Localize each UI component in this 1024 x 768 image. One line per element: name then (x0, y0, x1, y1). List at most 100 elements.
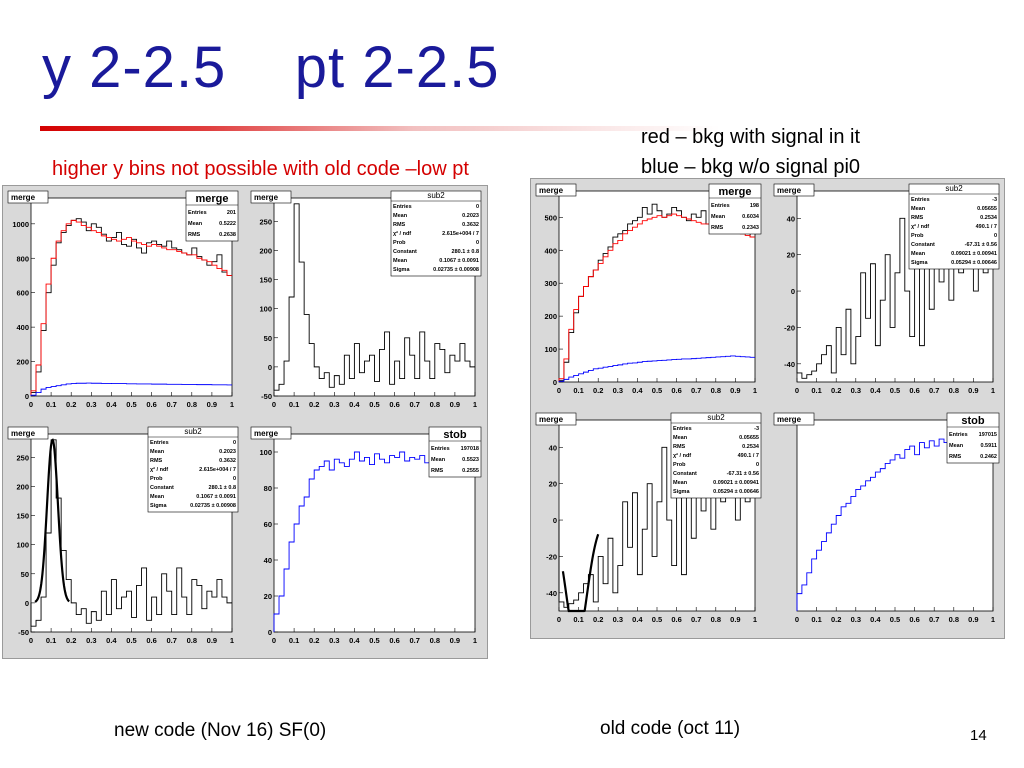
x-tick-label: 0.5 (890, 615, 900, 624)
x-tick-label: 0.2 (831, 615, 841, 624)
y-tick-label: -50 (261, 392, 272, 401)
y-tick-label: 0 (553, 378, 557, 387)
y-tick-label: 250 (259, 217, 272, 226)
stats-box (147, 426, 239, 513)
stat-name: Prob (393, 240, 406, 246)
x-tick-label: 0.9 (730, 386, 740, 395)
stat-value: -67.31 ± 0.56 (965, 242, 997, 248)
stats-box (708, 183, 762, 235)
x-tick-label: 0.6 (671, 386, 681, 395)
x-tick-label: 0.8 (187, 400, 197, 409)
x-tick-label: 0.1 (811, 615, 821, 624)
stat-name: Sigma (911, 260, 928, 266)
y-tick-label: 500 (544, 213, 557, 222)
stat-value: 0.09021 ± 0.00941 (713, 480, 759, 486)
stat-name: RMS (949, 454, 962, 460)
x-tick-label: 0.8 (430, 636, 440, 645)
stats-box (390, 190, 482, 277)
stats-title: merge (195, 193, 228, 205)
x-tick-label: 0.7 (409, 400, 419, 409)
series-blue-2 (558, 355, 755, 382)
x-tick-label: 0.5 (652, 386, 662, 395)
x-tick-label: 0 (272, 636, 276, 645)
x-tick-label: 0.2 (593, 615, 603, 624)
x-tick-label: 0 (29, 400, 33, 409)
stat-name: Mean (150, 494, 165, 500)
stat-name: RMS (150, 458, 163, 464)
pad-label-box (250, 190, 292, 204)
x-tick-label: 0.6 (389, 636, 399, 645)
x-tick-label: 0.9 (450, 636, 460, 645)
x-tick-label: 0.6 (389, 400, 399, 409)
pad-label-box (773, 183, 815, 197)
stats-title: sub2 (707, 413, 725, 422)
x-tick-label: 0.7 (691, 386, 701, 395)
x-tick-label: 0.5 (652, 615, 662, 624)
x-tick-label: 1 (230, 636, 234, 645)
stats-title: sub2 (427, 191, 445, 200)
x-tick-label: 0.7 (929, 386, 939, 395)
stat-value: 0.2534 (980, 215, 998, 221)
stat-value: 0.02735 ± 0.00908 (190, 503, 236, 509)
stat-value: 0.05655 (739, 435, 759, 441)
y-tick-label: 600 (16, 289, 29, 298)
stat-value: 0.2534 (742, 444, 760, 450)
title-rule (40, 126, 720, 131)
series-blue-2 (30, 382, 232, 396)
y-tick-label: 0 (553, 516, 557, 525)
pad-label-box (535, 183, 577, 197)
stat-name: Entries (431, 446, 450, 452)
x-tick-label: 0.4 (632, 615, 643, 624)
stats-title: merge (718, 186, 751, 198)
stat-name: Entries (711, 203, 730, 209)
x-tick-label: 0.9 (730, 615, 740, 624)
stat-name: Mean (711, 214, 726, 220)
stat-value: 0.02735 ± 0.00908 (433, 267, 479, 273)
y-tick-label: 200 (544, 312, 557, 321)
stat-value: -67.31 ± 0.56 (727, 471, 759, 477)
stat-value: 0.5911 (980, 443, 997, 449)
x-tick-label: 0.7 (691, 615, 701, 624)
x-tick-label: 0.8 (711, 615, 721, 624)
stat-value: 198 (750, 203, 759, 209)
stat-value: 0.6034 (742, 214, 760, 220)
x-tick-label: 1 (230, 400, 234, 409)
x-tick-label: 0.4 (870, 386, 881, 395)
y-tick-label: 20 (787, 251, 795, 260)
y-tick-label: 200 (259, 246, 272, 255)
stat-value: 0.2638 (219, 232, 236, 238)
stat-value: -3 (992, 197, 997, 203)
x-tick-label: 0.2 (66, 636, 76, 645)
stat-value: 0 (233, 440, 236, 446)
stat-name: Entries (188, 210, 207, 216)
pad-label: merge (539, 415, 564, 424)
stat-name: RMS (673, 444, 686, 450)
x-tick-label: 1 (991, 386, 995, 395)
x-tick-label: 0.1 (289, 400, 299, 409)
page-number: 14 (970, 727, 987, 744)
stat-value: 0.2343 (742, 225, 759, 231)
pad-label: merge (777, 186, 802, 195)
y-tick-label: 300 (544, 279, 557, 288)
stat-name: Mean (150, 449, 165, 455)
x-tick-label: 0.1 (573, 615, 583, 624)
x-tick-label: 0.3 (329, 636, 339, 645)
stat-name: Mean (911, 251, 926, 257)
y-tick-label: 100 (16, 541, 29, 550)
stat-name: Mean (949, 443, 964, 449)
slide-title: y 2-2.5 pt 2-2.5 (42, 35, 500, 100)
caption-new-code: new code (Nov 16) SF(0) (114, 720, 327, 741)
x-tick-label: 0.3 (86, 400, 96, 409)
x-tick-label: 0.9 (450, 400, 460, 409)
stat-value: 0 (994, 233, 997, 239)
stat-name: Sigma (673, 489, 690, 495)
y-tick-label: 1000 (12, 220, 29, 229)
series-black-1 (34, 438, 70, 603)
new-code-canvas: 0 0.1 0.2 0.3 0.4 0.5 0.6 0.7 0.8 0.9 102004006008… (5, 188, 485, 654)
stat-name: Constant (393, 249, 417, 255)
stat-name: χ² / ndf (673, 452, 691, 459)
y-tick-label: 0 (25, 599, 29, 608)
x-tick-label: 0.1 (46, 636, 56, 645)
x-tick-label: 1 (991, 615, 995, 624)
stats-box (946, 412, 1000, 464)
